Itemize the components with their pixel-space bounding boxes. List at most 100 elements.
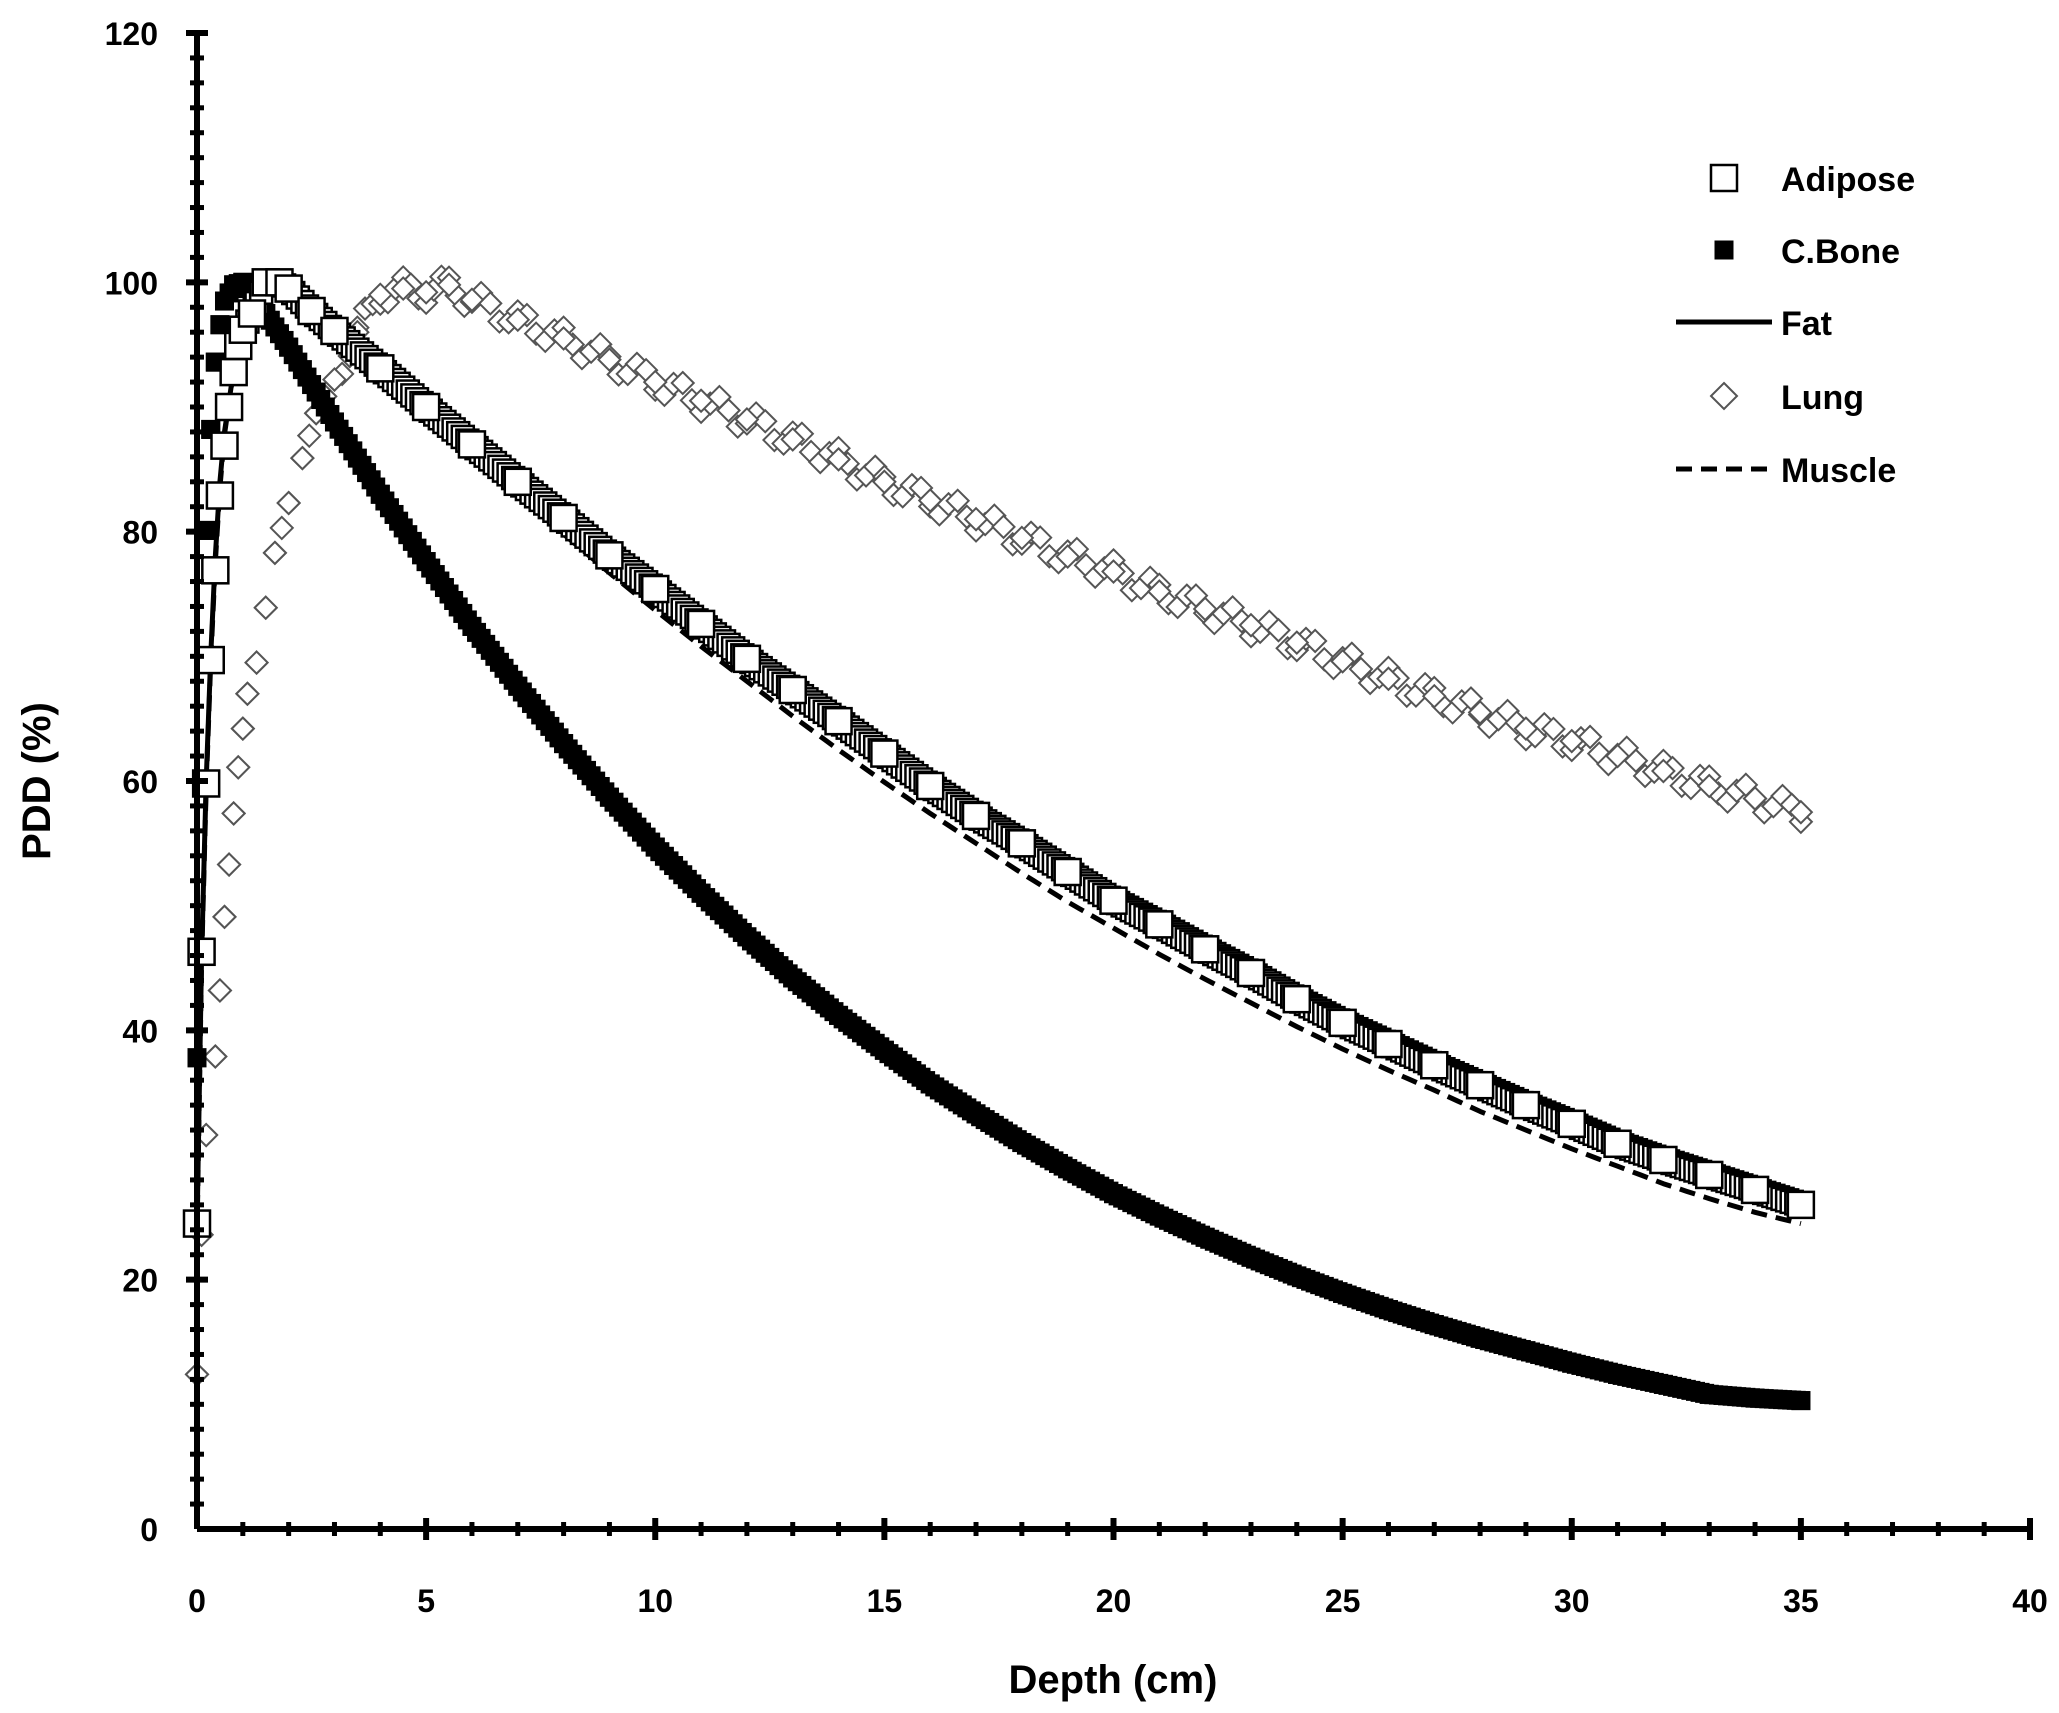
legend-label: C.Bone xyxy=(1781,233,1900,271)
x-tick-label: 5 xyxy=(417,1583,435,1619)
data-point xyxy=(1513,716,1539,742)
x-tick-label: 35 xyxy=(1783,1583,1819,1619)
data-point xyxy=(1058,1159,1078,1179)
data-point xyxy=(966,1104,986,1124)
data-point xyxy=(1608,1364,1628,1384)
y-tick-label: 100 xyxy=(105,265,158,301)
series-line xyxy=(194,282,1802,1237)
data-point xyxy=(1745,1388,1765,1408)
x-axis-label: Depth (cm) xyxy=(1009,1658,1218,1702)
legend: Adipose C.Bone Fat Lung Muscle xyxy=(1676,161,1915,490)
data-point xyxy=(411,392,441,422)
data-point xyxy=(289,445,315,471)
data-point xyxy=(202,1044,228,1069)
legend-label: Muscle xyxy=(1781,452,1896,490)
data-point xyxy=(642,369,668,395)
data-point xyxy=(366,354,395,383)
data-point xyxy=(1266,617,1291,643)
x-tick-label: 0 xyxy=(188,1583,206,1619)
data-point xyxy=(244,650,269,675)
data-point xyxy=(234,681,260,707)
data-point xyxy=(1541,716,1566,742)
data-point xyxy=(691,883,711,903)
series-lung xyxy=(184,264,1814,1387)
data-point xyxy=(1330,648,1356,674)
data-point xyxy=(201,556,230,585)
data-point xyxy=(824,706,853,736)
data-point xyxy=(320,316,349,346)
y-tick-label: 60 xyxy=(122,764,158,800)
data-point xyxy=(216,852,242,877)
data-point xyxy=(221,800,247,826)
legend-item-c-bone: C.Bone xyxy=(1714,233,1900,271)
data-point xyxy=(1605,743,1630,769)
data-point xyxy=(1287,1266,1307,1286)
data-point xyxy=(214,392,244,422)
y-tick-label: 40 xyxy=(122,1013,158,1049)
data-point xyxy=(1603,1129,1632,1159)
data-point xyxy=(1099,886,1128,915)
legend-item-muscle: Muscle xyxy=(1676,452,1896,490)
data-point xyxy=(1465,1070,1495,1100)
legend-item-adipose: Adipose xyxy=(1709,161,1915,199)
data-point xyxy=(370,484,390,504)
legend-swatch xyxy=(1709,381,1739,411)
data-point xyxy=(214,291,234,311)
data-point xyxy=(262,540,288,566)
data-point xyxy=(1421,683,1447,709)
data-point xyxy=(413,279,439,305)
series-adipose xyxy=(182,268,1816,1238)
data-point xyxy=(1374,1029,1403,1059)
data-point xyxy=(780,426,806,452)
data-point xyxy=(1376,666,1401,692)
data-point xyxy=(1007,829,1037,858)
data-point xyxy=(322,367,347,392)
data-point xyxy=(207,978,233,1003)
x-tick-label: 25 xyxy=(1325,1583,1361,1619)
data-point xyxy=(1742,786,1768,811)
data-point xyxy=(1145,910,1174,939)
data-point xyxy=(1649,1145,1678,1175)
data-point xyxy=(734,407,760,432)
data-point xyxy=(1284,630,1310,656)
data-point xyxy=(963,506,989,532)
data-point xyxy=(1650,758,1676,784)
data-point xyxy=(210,431,239,460)
data-point xyxy=(1027,525,1053,550)
data-point xyxy=(1740,1175,1770,1205)
data-point xyxy=(1694,1160,1724,1190)
data-point xyxy=(783,968,803,988)
data-point xyxy=(212,904,237,930)
x-tick-label: 10 xyxy=(637,1583,673,1619)
data-point xyxy=(961,801,991,831)
data-point xyxy=(205,481,235,510)
data-point xyxy=(459,287,485,313)
legend-label: Fat xyxy=(1781,305,1832,343)
data-point xyxy=(917,488,943,513)
data-point xyxy=(1149,1206,1169,1226)
data-point xyxy=(737,927,757,947)
data-point xyxy=(416,552,436,572)
series-layer xyxy=(182,264,1816,1411)
y-axis-label: PDD (%) xyxy=(15,702,59,860)
data-point xyxy=(324,412,344,432)
data-point xyxy=(225,754,251,780)
data-point xyxy=(670,370,696,396)
data-point xyxy=(1104,1184,1123,1204)
data-point xyxy=(1328,1008,1357,1038)
x-tick-label: 30 xyxy=(1554,1583,1590,1619)
data-point xyxy=(505,307,531,333)
data-point xyxy=(1055,544,1081,570)
data-point xyxy=(645,837,665,857)
data-point xyxy=(920,1074,940,1094)
data-point xyxy=(1699,1384,1719,1404)
y-tick-label: 20 xyxy=(122,1263,158,1299)
data-point xyxy=(279,337,299,357)
data-point xyxy=(237,299,267,328)
x-tick-label: 20 xyxy=(1096,1583,1132,1619)
ticks: 0 20 40 60 80 100 120 0 5 10 15 20 25 30 35 40 xyxy=(105,16,2048,1619)
data-point xyxy=(1786,1190,1816,1220)
data-point xyxy=(390,276,416,301)
data-point xyxy=(1190,935,1220,964)
data-point xyxy=(1009,525,1035,551)
